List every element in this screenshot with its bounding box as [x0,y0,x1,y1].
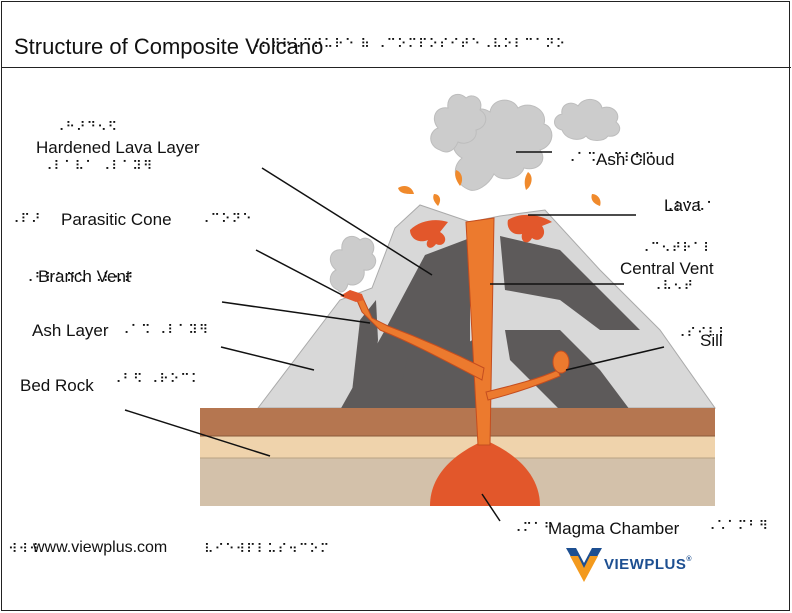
magma-chamber-shape [430,440,540,506]
braille-title-right: ⠠⠧⠕⠇⠉⠁⠝⠕ [482,37,567,52]
sill-shape [552,350,570,374]
braille-ash-cloud: ⠠⠁⠩ ⠠⠉⠇⠳⠙ [566,151,656,166]
braille-magma-right: ⠠⠡⠁⠍⠃⠻ [706,519,770,534]
label-hardened-lava-layer: Hardened Lava Layer [36,138,200,157]
braille-hardened-bottom: ⠠⠇⠁⠧⠁ ⠠⠇⠁⠽⠻ [43,159,154,174]
sill-branch-shape [485,369,561,401]
braille-magma-left: ⠠⠍⠁⠛ [512,521,555,536]
label-bed-rock: Bed Rock [20,376,94,395]
label-sill: Sill [700,331,723,350]
braille-bed-rock: ⠠⠃⠫ ⠠⠗⠕⠉⠅ [112,372,202,387]
braille-url-left: ⠺⠺⠺ [8,542,40,557]
diagram-title: Structure of Composite Volcano [14,34,324,59]
braille-central-bottom: ⠠⠧⠢⠞ [652,279,695,294]
braille-ash-layer: ⠠⠁⠩ ⠠⠇⠁⠽⠻ [120,323,210,338]
label-magma-chamber: Magma Chamber [548,519,680,538]
viewplus-logo-text: VIEWPLUS® [604,556,693,573]
title-divider [1,67,791,68]
footer-url[interactable]: www.viewplus.com [33,539,168,556]
label-lava: Lava [664,196,701,215]
viewplus-logo-icon [566,548,602,582]
braille-sill: ⠠⠎⠊⠇⠇ [676,326,729,341]
crust-middle-layer [200,436,715,458]
braille-lava: ⠠⠇⠁⠧⠁ [664,200,717,215]
label-branch-vent: Branch Vent [38,267,131,286]
braille-parasitic-right: ⠠⠉⠕⠝⠑ [200,212,253,227]
lava-splatter [410,214,552,248]
label-ash-layer: Ash Layer [32,321,109,340]
label-ash-cloud: Ash Cloud [596,150,675,169]
braille-hardened-top: ⠠⠓⠜⠙⠢⠫ [55,120,119,135]
braille-title: ⠠⠎⠞⠗⠥⠉⠞⠥⠗⠑ ⠷ ⠠⠉⠕⠍⠏⠕⠎⠊⠞⠑ [250,37,482,52]
label-parasitic-cone: Parasitic Cone [61,210,172,229]
crust-top-layer [200,408,715,436]
braille-central-top: ⠠⠉⠢⠞⠗⠁⠇ [640,241,714,256]
lava-droplets [398,170,601,206]
label-central-vent: Central Vent [620,259,714,278]
braille-url-right: ⠧⠊⠑⠺⠏⠇⠥⠎⠲⠉⠕⠍ [204,542,331,557]
ash-cloud-shape [329,93,621,293]
parasitic-cone-shape [340,290,364,302]
braille-branch-vent: ⠠⠃⠗⠁⠝⠡ ⠠⠧⠢⠞ [24,271,135,286]
leader-lines [124,151,665,522]
braille-parasitic-left: ⠠⠏⠜ [10,212,42,227]
